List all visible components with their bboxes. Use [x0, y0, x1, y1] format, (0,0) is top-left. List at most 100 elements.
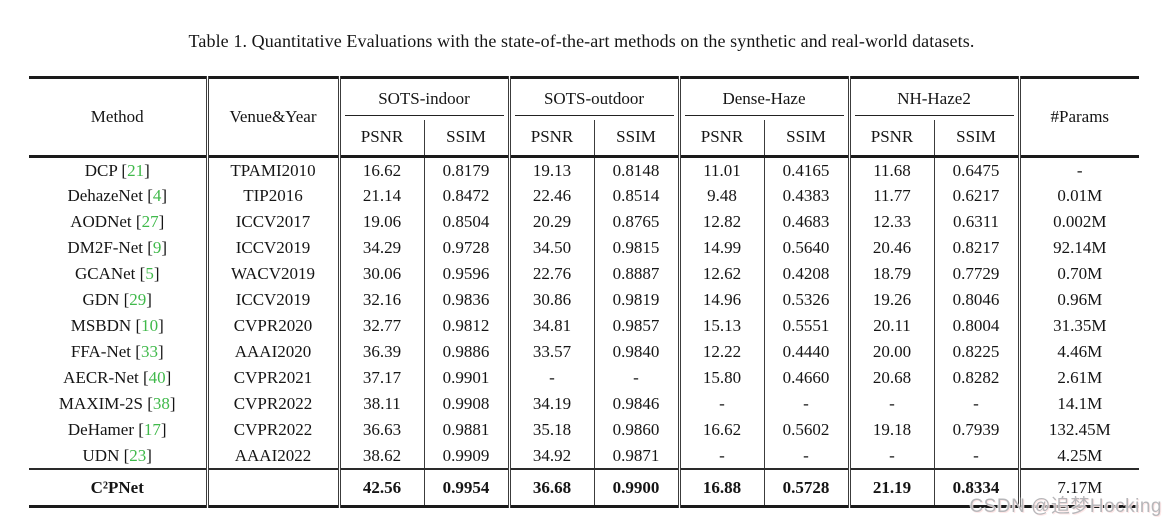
metric-cell: 36.63 — [339, 416, 425, 443]
header-method: Method — [29, 77, 209, 157]
venue-cell: ICCV2019 — [207, 286, 341, 313]
metric-cell: 21.19 — [849, 467, 935, 507]
metric-cell: 0.4660 — [764, 364, 851, 391]
header-psnr: PSNR — [509, 119, 595, 157]
metric-cell: 0.9908 — [424, 390, 511, 417]
header-psnr: PSNR — [339, 119, 425, 157]
metric-cell: 37.17 — [339, 364, 425, 391]
metric-cell: - — [509, 364, 595, 391]
citation-link[interactable]: 5 — [145, 264, 154, 283]
metric-cell: 22.76 — [509, 260, 595, 287]
venue-cell: CVPR2022 — [207, 416, 341, 443]
metric-cell: 16.62 — [339, 155, 425, 183]
params-cell: 31.35M — [1053, 316, 1107, 335]
metric-cell: - — [764, 390, 851, 417]
metric-cell: 0.8179 — [424, 155, 511, 183]
metric-cell: 0.9846 — [594, 390, 681, 417]
citation-link[interactable]: 29 — [129, 290, 147, 309]
metric-cell: 19.26 — [849, 286, 935, 313]
method-cell: UDN [23] — [29, 442, 209, 469]
header-venue: Venue&Year — [207, 77, 341, 157]
params-cell: 7.17M — [1019, 467, 1140, 507]
metric-cell: 0.9857 — [594, 312, 681, 339]
metric-cell: 0.9871 — [594, 442, 681, 469]
metric-cell: 34.29 — [339, 234, 425, 261]
metric-cell: - — [934, 442, 1021, 469]
header-psnr: PSNR — [849, 119, 935, 157]
citation-link[interactable]: 21 — [127, 160, 145, 180]
citation-link[interactable]: 4 — [152, 186, 162, 205]
citation-link[interactable]: 33 — [140, 342, 158, 361]
venue-cell: AAAI2020 — [207, 338, 341, 365]
citation-link[interactable]: 23 — [129, 445, 147, 465]
metric-cell: 42.56 — [339, 467, 425, 507]
metric-cell: 33.57 — [509, 338, 595, 365]
table-caption: Table 1. Quantitative Evaluations with t… — [188, 31, 975, 51]
metric-cell: 0.9886 — [424, 338, 511, 365]
citation-link[interactable]: 40 — [148, 368, 166, 387]
citation-link[interactable]: 17 — [143, 420, 161, 439]
metric-cell: 38.11 — [339, 390, 425, 417]
metric-cell: 0.4208 — [764, 260, 851, 287]
venue-cell: ICCV2019 — [207, 234, 341, 261]
metric-cell: 12.33 — [849, 208, 935, 235]
header-psnr: PSNR — [679, 119, 765, 157]
metric-cell: 0.7729 — [934, 260, 1021, 287]
method-cell: GDN [29] — [29, 286, 209, 313]
params-cell: - — [1019, 155, 1140, 183]
params-cell: 0.96M — [1057, 290, 1103, 309]
metric-cell: - — [849, 442, 935, 469]
metric-cell: - — [679, 390, 765, 417]
metric-cell: 14.96 — [679, 286, 765, 313]
citation-link[interactable]: 27 — [141, 212, 159, 231]
metric-cell: 20.68 — [849, 364, 935, 391]
results-table: Method Venue&Year SOTS-indoor SOTS-outdo… — [29, 76, 1140, 508]
metric-cell: 36.39 — [339, 338, 425, 365]
metric-cell: 0.5602 — [764, 416, 851, 443]
group-label: Dense-Haze — [684, 89, 844, 117]
metric-cell: 0.8887 — [594, 260, 681, 287]
venue-cell: WACV2019 — [207, 260, 341, 287]
metric-cell: 0.8225 — [934, 338, 1021, 365]
metric-cell: 34.92 — [509, 442, 595, 469]
method-cell: AECR-Net [40] — [29, 364, 209, 391]
params-cell: 132.45M — [1048, 420, 1111, 439]
metric-cell: 0.8504 — [424, 208, 511, 235]
metric-cell: 12.22 — [679, 338, 765, 365]
metric-cell: 34.81 — [509, 312, 595, 339]
citation-link[interactable]: 38 — [152, 394, 170, 413]
params-cell: 14.1M — [1057, 394, 1103, 413]
metric-cell: 30.86 — [509, 286, 595, 313]
metric-cell: 0.6217 — [934, 182, 1021, 209]
metric-cell: 11.68 — [849, 155, 935, 183]
params-cell: 0.002M — [1053, 212, 1107, 231]
table-row: GCANet [5] WACV2019 30.06 0.9596 22.76 0.8887… — [29, 260, 1139, 287]
citation-link[interactable]: 10 — [141, 316, 159, 335]
metric-cell: 20.46 — [849, 234, 935, 261]
params-cell: 0.70M — [1057, 264, 1103, 283]
venue-cell: ICCV2017 — [207, 208, 341, 235]
table-row-ours: C²PNet 42.56 0.9954 36.68 0.9900 16.88 0.5728 2… — [29, 467, 1140, 507]
table-header: Method Venue&Year SOTS-indoor SOTS-outdo… — [29, 77, 1139, 157]
venue-cell — [207, 467, 341, 507]
metric-cell: 0.9900 — [594, 467, 681, 507]
metric-cell: 0.4683 — [764, 208, 851, 235]
metric-cell: - — [594, 364, 681, 391]
metric-cell: 32.16 — [339, 286, 425, 313]
metric-cell: 0.9901 — [424, 364, 511, 391]
metric-cell: 0.5326 — [764, 286, 851, 313]
metric-cell: 0.9819 — [594, 286, 681, 313]
method-cell: AODNet [27] — [29, 208, 209, 235]
metric-cell: 11.77 — [849, 182, 935, 209]
table-row: DehazeNet [4] TIP2016 21.14 0.8472 22.46 0.85… — [29, 182, 1139, 209]
citation-link[interactable]: 9 — [152, 238, 162, 257]
venue-cell: AAAI2022 — [207, 442, 341, 469]
metric-cell: 9.48 — [679, 182, 765, 209]
header-group-sots-outdoor: SOTS-outdoor — [509, 77, 681, 120]
table-row: AODNet [27] ICCV2017 19.06 0.8504 20.29 0.876… — [29, 208, 1139, 235]
metric-cell: 0.8046 — [934, 286, 1021, 313]
table-row: DeHamer [17] CVPR2022 36.63 0.9881 35.18 0.98… — [29, 416, 1139, 443]
metric-cell: - — [934, 390, 1021, 417]
table-row: UDN [23] AAAI2022 38.62 0.9909 34.92 0.9871- -… — [29, 442, 1139, 469]
